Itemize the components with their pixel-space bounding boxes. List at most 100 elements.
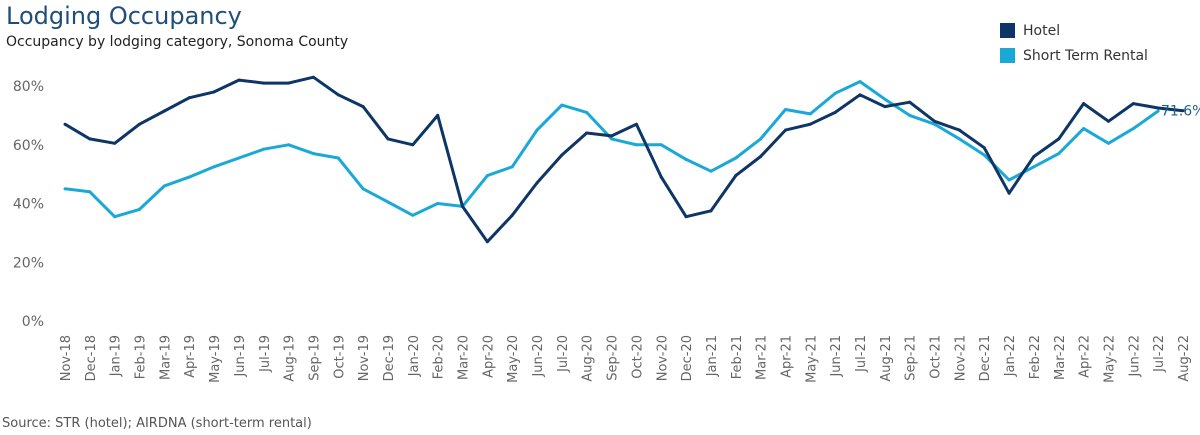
data-point-hotel [411,143,415,147]
x-tick-label: Jun-22 [1127,335,1142,378]
x-tick-label: Aug-19 [283,335,298,382]
data-point-hotel [560,153,564,157]
chart-title: Lodging Occupancy [6,2,242,30]
data-point-hotel [361,105,365,109]
data-point-short-term-rental [187,175,191,179]
data-point-hotel [1057,137,1061,141]
data-point-hotel [684,215,688,219]
x-tick-label: May-21 [804,335,819,383]
data-point-hotel [734,174,738,178]
x-tick-label: Oct-19 [332,335,347,379]
data-point-hotel [808,122,812,126]
data-point-short-term-rental [709,169,713,173]
x-tick-label: Aug-21 [879,335,894,382]
data-point-hotel [63,122,67,126]
source-note: Source: STR (hotel); AIRDNA (short-term … [2,416,312,431]
x-tick-label: Nov-21 [953,335,968,381]
legend-swatch-short-term-rental [1000,48,1015,63]
data-point-hotel [634,122,638,126]
y-tick-label: 60% [13,138,44,154]
data-point-short-term-rental [436,202,440,205]
x-tick-label: Mar-22 [1053,335,1068,380]
x-tick-label: Mar-19 [158,335,173,380]
data-point-hotel [1007,191,1011,195]
data-point-hotel [1156,106,1160,110]
data-point-short-term-rental [336,156,340,160]
data-point-hotel [461,204,465,208]
data-point-hotel [833,110,837,114]
x-tick-label: Jun-20 [531,335,546,378]
data-point-hotel [759,155,763,158]
data-point-short-term-rental [957,137,961,141]
y-tick-label: 20% [13,255,44,271]
data-point-hotel [858,93,862,97]
data-point-short-term-rental [883,97,887,101]
data-point-short-term-rental [833,91,837,95]
data-point-hotel [585,131,589,135]
x-tick-label: May-19 [208,335,223,383]
legend-swatch-hotel [1000,23,1015,38]
data-point-short-term-rental [1131,127,1135,131]
x-tick-label: Dec-20 [680,335,695,381]
data-point-hotel [982,146,986,150]
y-tick-label: 0% [22,314,44,330]
x-tick-label: Aug-22 [1177,335,1192,382]
y-tick-label: 80% [13,79,44,95]
x-tick-label: Jun-21 [829,335,844,378]
data-point-hotel [237,78,241,82]
x-tick-label: Apr-19 [183,335,198,378]
legend-item-hotel[interactable]: Hotel [1000,18,1148,43]
data-point-hotel [436,113,440,117]
x-tick-label: Jan-22 [1003,335,1018,377]
data-point-hotel [510,213,514,217]
data-point-short-term-rental [262,147,266,151]
x-tick-label: Jan-19 [109,335,124,377]
data-point-hotel [311,75,315,79]
x-tick-label: Feb-19 [134,335,149,379]
data-point-short-term-rental [138,207,142,211]
x-tick-label: Nov-18 [59,335,74,381]
data-point-short-term-rental [783,108,787,111]
data-point-hotel [1082,102,1086,106]
data-point-short-term-rental [287,143,291,147]
data-point-hotel [933,119,937,123]
x-tick-label: May-22 [1102,335,1117,383]
x-tick-label: Mar-20 [457,335,472,380]
data-point-short-term-rental [212,165,216,169]
data-point-hotel [1106,119,1110,123]
data-point-short-term-rental [734,156,738,160]
x-tick-label: Oct-21 [929,335,944,379]
y-tick-label: 40% [13,197,44,213]
x-tick-label: Aug-20 [581,335,596,382]
x-tick-label: Feb-22 [1028,335,1043,379]
x-tick-label: Feb-20 [432,335,447,379]
data-point-short-term-rental [237,156,241,160]
data-point-hotel [659,175,663,179]
data-point-short-term-rental [361,187,365,191]
legend-label-hotel: Hotel [1023,22,1061,39]
x-tick-label: Sep-21 [904,335,919,381]
x-tick-label: Dec-21 [978,335,993,381]
legend-item-short-term-rental[interactable]: Short Term Rental [1000,43,1148,68]
data-point-hotel [262,81,266,85]
data-point-short-term-rental [311,152,315,156]
data-point-hotel [908,100,912,104]
x-tick-label: Mar-21 [755,335,770,380]
x-tick-label: Jul-22 [1152,335,1167,373]
data-point-short-term-rental [1032,165,1036,169]
data-point-short-term-rental [858,80,862,84]
data-point-short-term-rental [1082,127,1086,131]
data-point-hotel [610,134,614,138]
x-tick-label: Apr-20 [481,335,496,378]
x-tick-label: Jul-20 [556,335,571,373]
data-point-short-term-rental [535,128,539,132]
data-point-short-term-rental [908,113,912,117]
data-point-short-term-rental [982,153,986,157]
legend-label-short-term-rental: Short Term Rental [1023,47,1148,64]
data-point-short-term-rental [386,200,390,204]
data-point-short-term-rental [560,103,564,107]
data-point-hotel [783,128,787,132]
data-point-short-term-rental [585,110,589,114]
data-point-hotel [1181,109,1185,113]
data-point-short-term-rental [1057,152,1061,156]
